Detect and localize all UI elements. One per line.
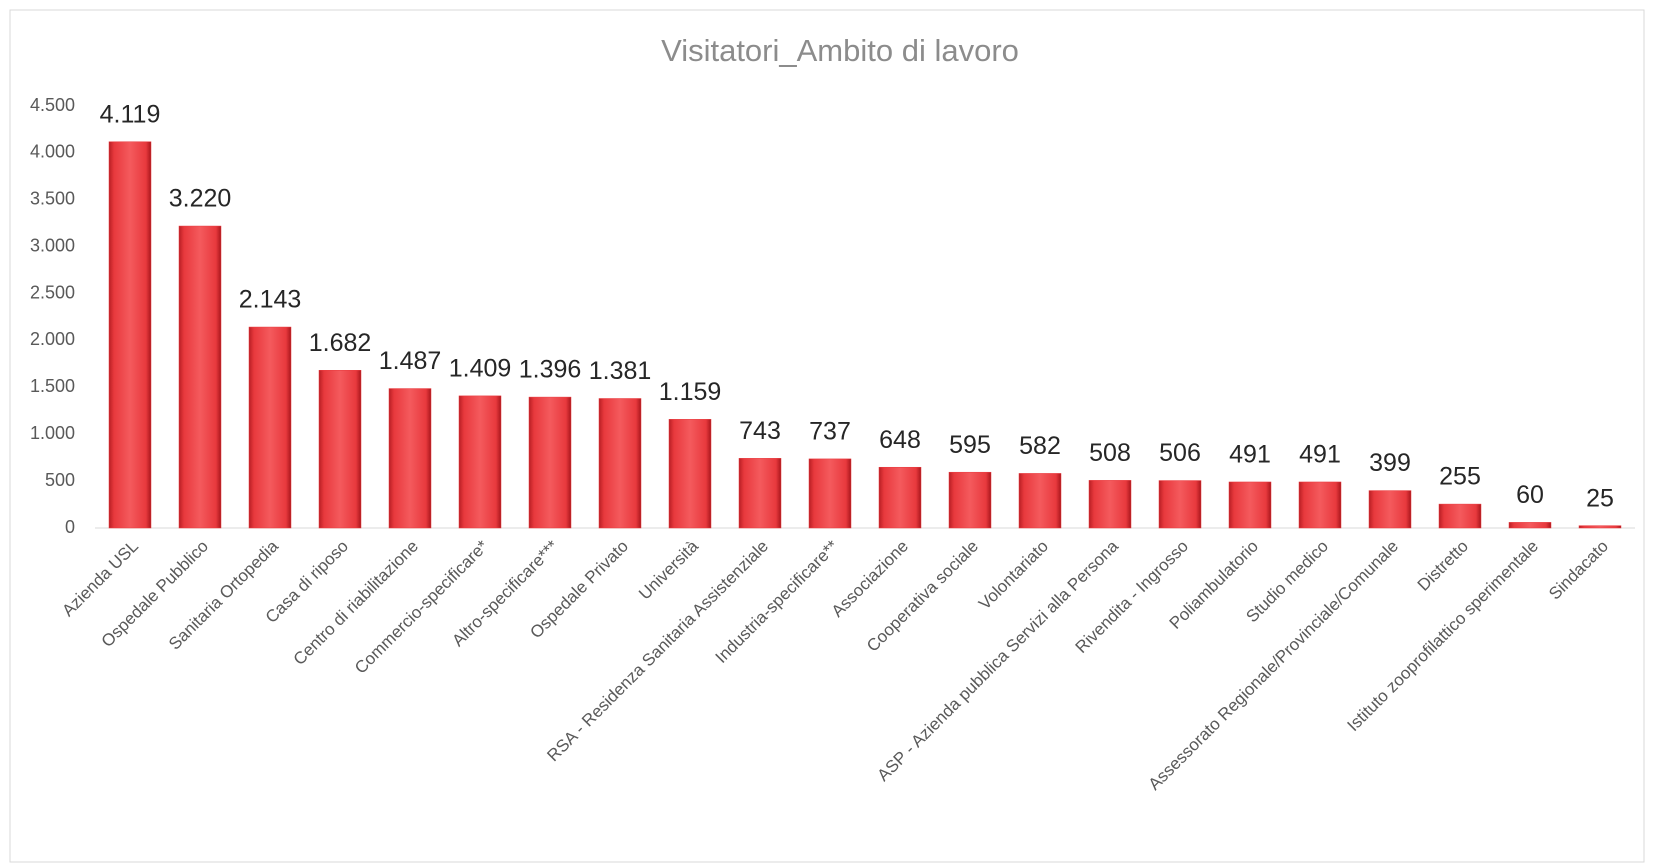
bar: [1368, 490, 1412, 529]
data-label: 399: [1369, 449, 1411, 477]
data-label: 648: [879, 426, 921, 454]
data-label: 2.143: [239, 286, 302, 314]
data-label: 60: [1516, 481, 1544, 509]
bar: [1228, 481, 1272, 529]
bar: [318, 370, 362, 529]
data-label: 506: [1159, 439, 1201, 467]
bar: [598, 398, 642, 529]
bar: [528, 396, 572, 529]
bar: [808, 458, 852, 529]
bar: [388, 388, 432, 529]
y-tick-label: 4.000: [30, 142, 75, 162]
bar: [1508, 522, 1552, 529]
data-label: 491: [1229, 441, 1271, 469]
data-label: 582: [1019, 432, 1061, 460]
data-label: 508: [1089, 439, 1131, 467]
bar: [1018, 473, 1062, 529]
chart-title: Visitatori_Ambito di lavoro: [661, 33, 1019, 68]
y-tick-label: 3.000: [30, 235, 75, 255]
y-tick-label: 4.500: [30, 95, 75, 115]
bar: [738, 458, 782, 529]
data-label: 737: [809, 417, 851, 445]
data-label: 491: [1299, 441, 1341, 469]
bar: [1298, 481, 1342, 529]
data-label: 3.220: [169, 185, 232, 213]
data-label: 25: [1586, 484, 1614, 512]
bar: [458, 395, 502, 529]
data-label: 1.682: [309, 329, 372, 357]
bar: [108, 141, 152, 529]
bar: [178, 225, 222, 529]
y-tick-label: 3.500: [30, 189, 75, 209]
y-tick-label: 1.000: [30, 423, 75, 443]
bar: [1088, 480, 1132, 529]
bar: [668, 419, 712, 529]
y-tick-label: 0: [65, 517, 75, 537]
data-label: 743: [739, 417, 781, 445]
bar: [1438, 503, 1482, 529]
bar: [878, 466, 922, 529]
bar: [1578, 525, 1622, 529]
data-label: 1.487: [379, 347, 442, 375]
bar: [248, 326, 292, 529]
data-label: 1.409: [449, 354, 512, 382]
y-tick-label: 2.000: [30, 329, 75, 349]
data-label: 1.381: [589, 357, 652, 385]
data-label: 1.159: [659, 378, 722, 406]
data-label: 1.396: [519, 356, 582, 384]
y-tick-label: 500: [45, 470, 75, 490]
data-label: 595: [949, 431, 991, 459]
bar: [948, 471, 992, 529]
data-label: 255: [1439, 463, 1481, 491]
y-tick-label: 1.500: [30, 376, 75, 396]
y-tick-label: 2.500: [30, 282, 75, 302]
data-label: 4.119: [100, 100, 161, 128]
bar: [1158, 480, 1202, 529]
